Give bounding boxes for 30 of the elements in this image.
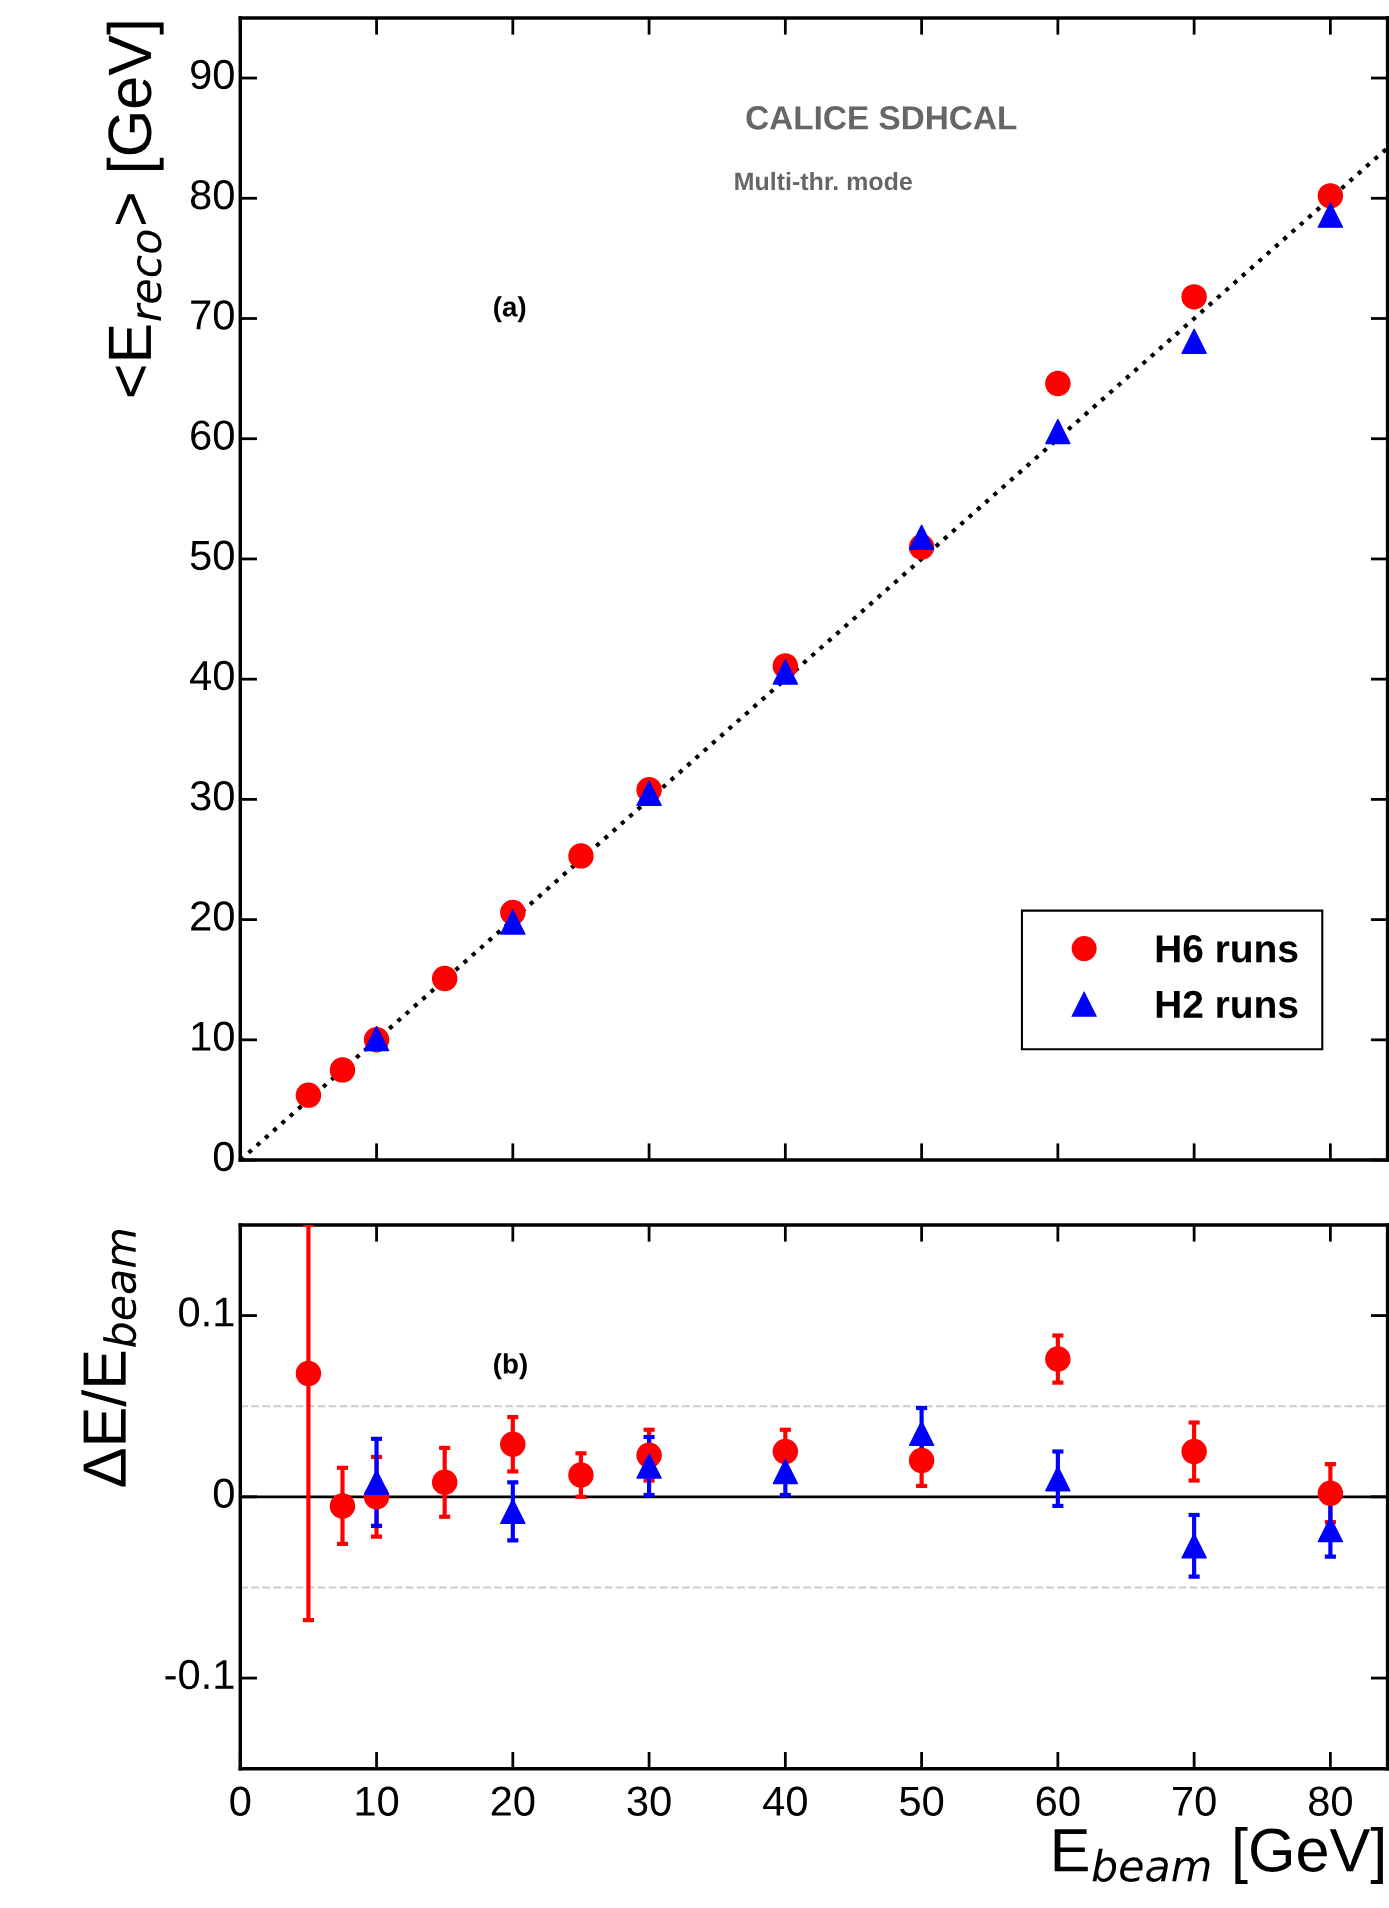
annotation: CALICE SDHCAL <box>746 106 1017 130</box>
y-tick-label: 70 <box>191 300 234 330</box>
y-tick-label: 50 <box>190 540 234 571</box>
x-tick-label: 20 <box>491 1786 535 1816</box>
y-tick-label: 20 <box>191 901 234 931</box>
y-tick-label: 0 <box>213 1141 234 1172</box>
y-axis-title: <E$_{reco}$> [GeV] <box>106 22 164 397</box>
y-tick-label: -0.1 <box>165 1659 234 1690</box>
y-tick-label: 80 <box>190 179 234 210</box>
legend-label: H2 runs <box>1156 990 1298 1019</box>
x-tick-label: 10 <box>356 1786 399 1816</box>
annotation: (a) <box>494 296 526 323</box>
x-tick-label: 60 <box>1036 1786 1080 1816</box>
annotation: (b) <box>494 1353 527 1380</box>
y-tick-label: 90 <box>191 59 234 90</box>
legend-label: H6 runs <box>1156 934 1298 963</box>
y-tick-label: 0 <box>213 1478 234 1509</box>
x-tick-label: 40 <box>763 1786 807 1816</box>
x-tick-label: 50 <box>900 1786 944 1816</box>
annotation: Multi-thr. mode <box>735 171 912 191</box>
y-tick-label: 60 <box>191 420 234 450</box>
x-tick-label: 80 <box>1309 1786 1352 1816</box>
y-tick-label: 0.1 <box>179 1297 234 1327</box>
y-tick-label: 10 <box>192 1021 234 1052</box>
x-axis-title: E$_{beam}$ [GeV] <box>1054 1827 1383 1884</box>
x-tick-label: 70 <box>1173 1786 1216 1816</box>
y-tick-label: 30 <box>190 781 234 811</box>
y-tick-label: 40 <box>190 660 234 691</box>
x-tick-label: 30 <box>627 1786 671 1816</box>
y-axis-title: ΔE/E$_{beam}$ <box>81 1229 137 1487</box>
